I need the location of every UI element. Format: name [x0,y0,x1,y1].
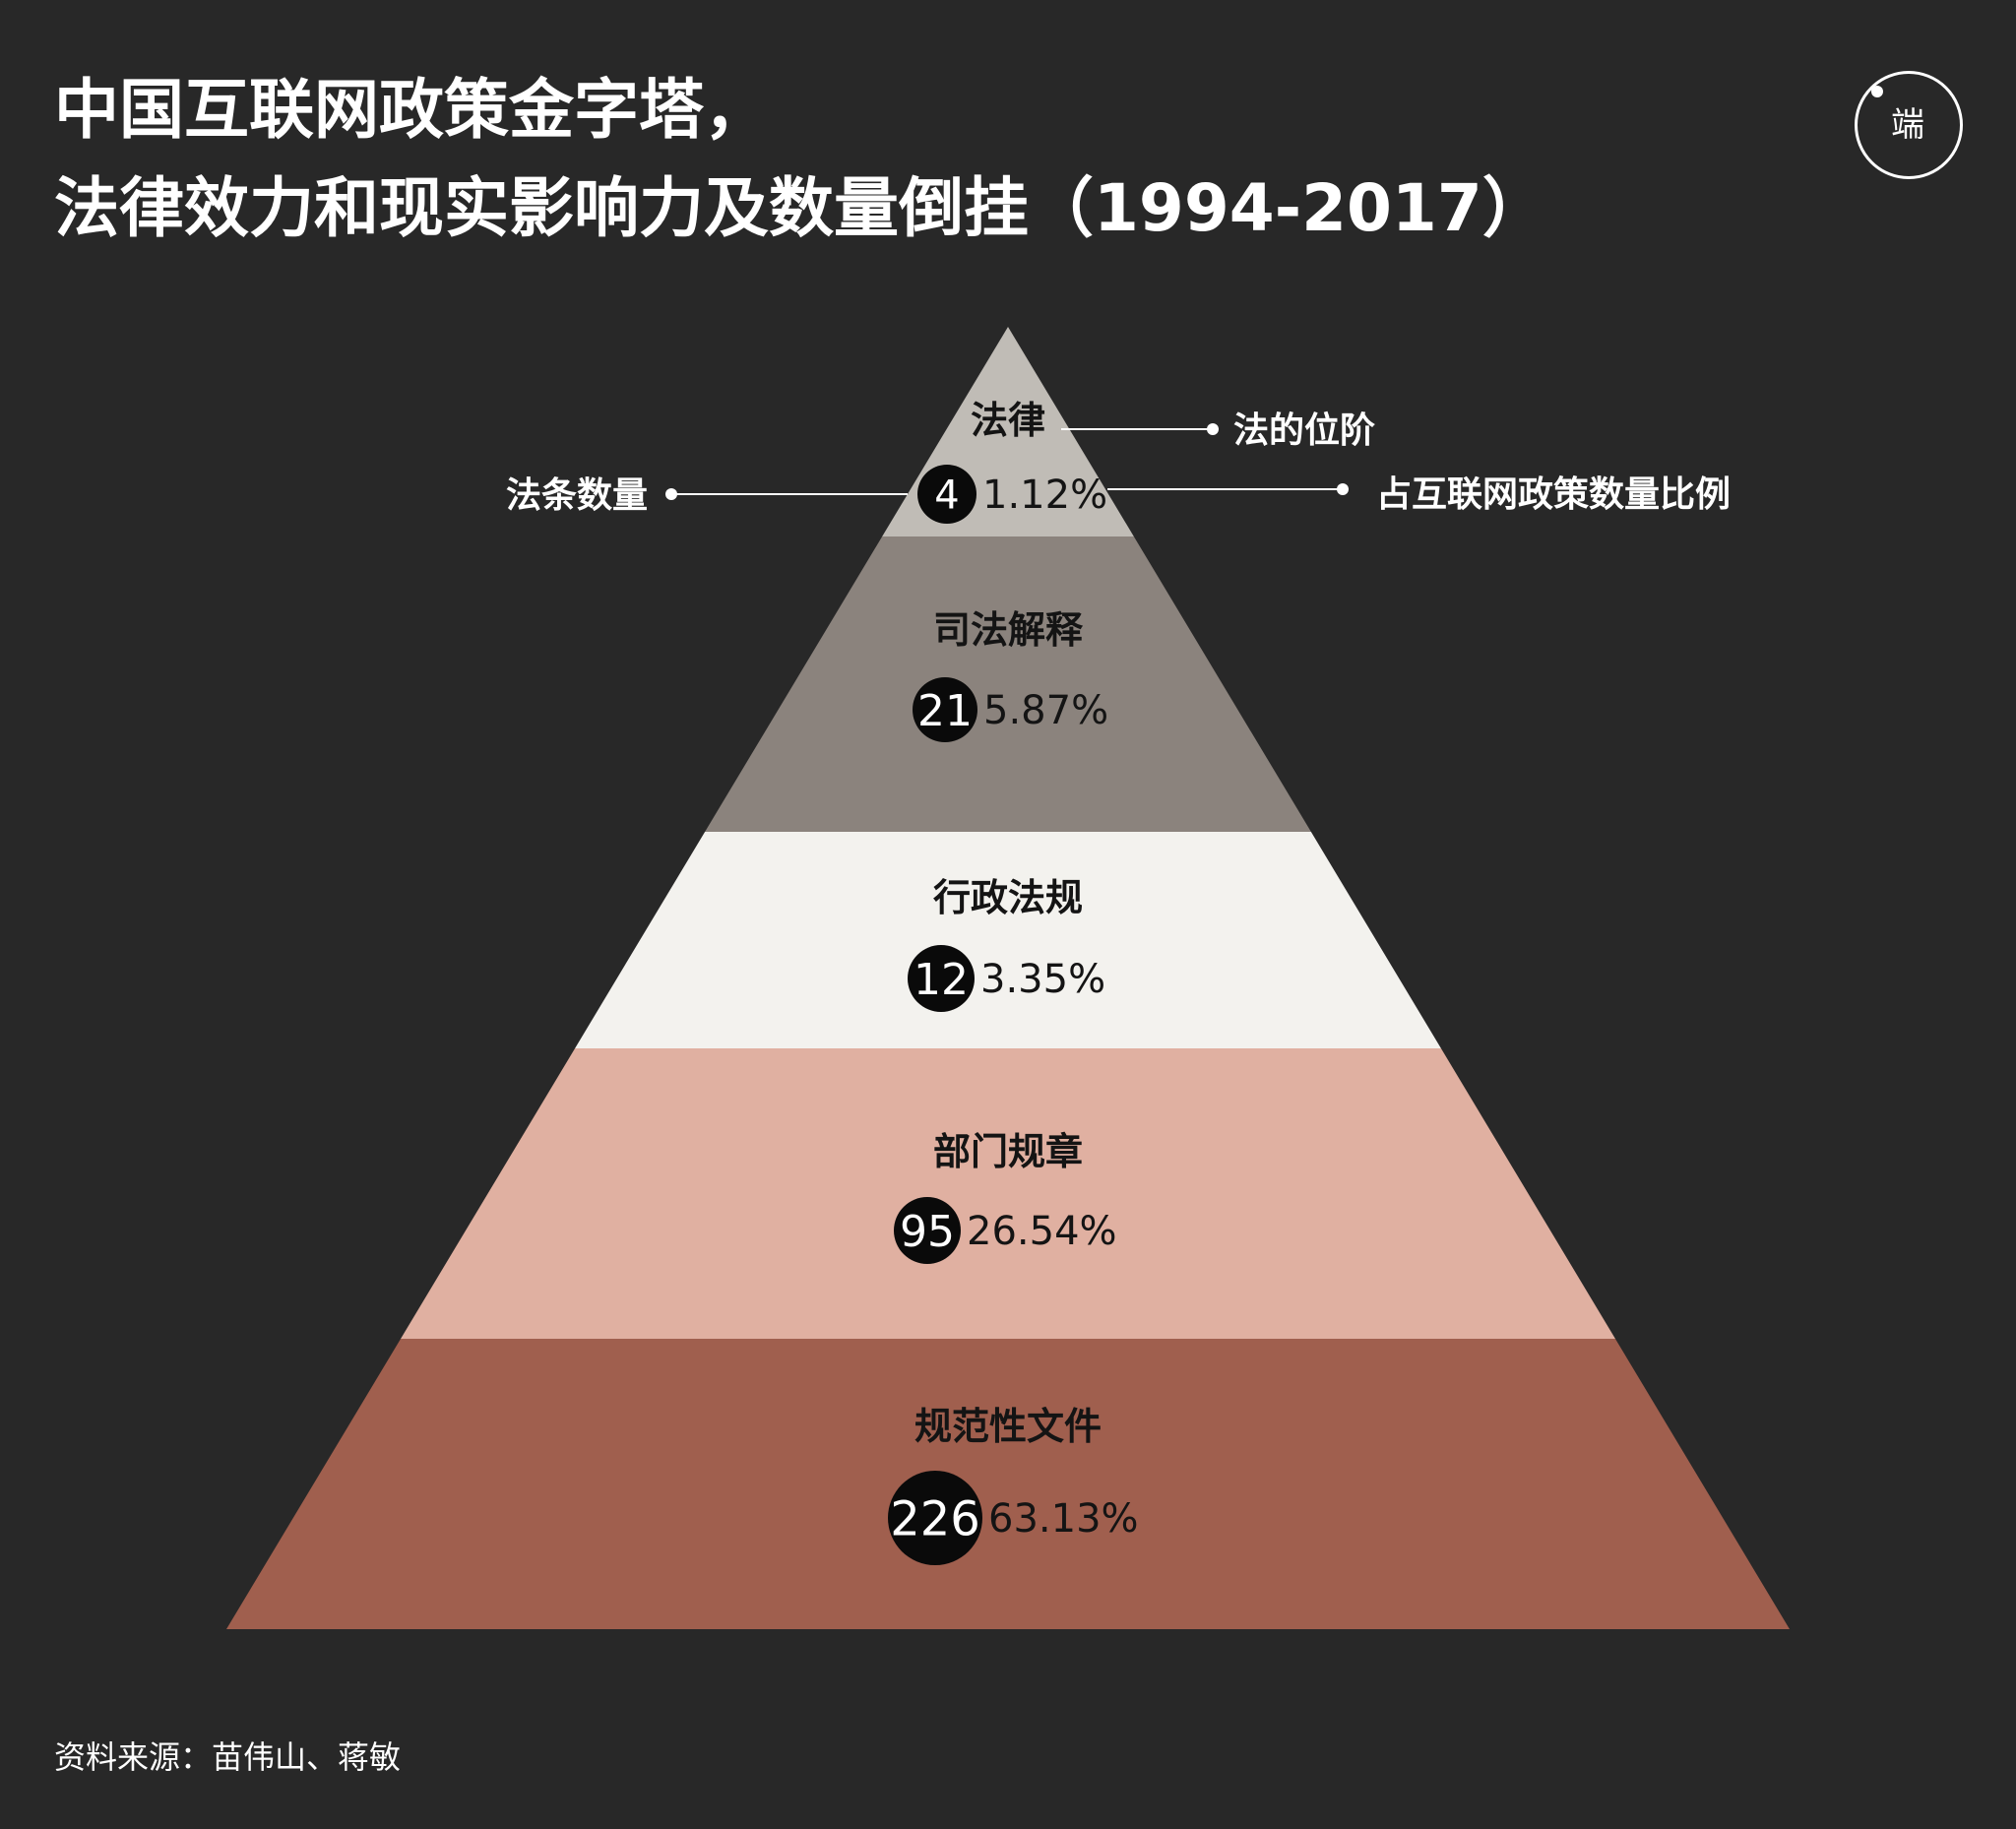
legend-count-label: 法条数量 [506,475,648,516]
title-line-1: 中国互联网政策金字塔， [54,72,769,148]
callout-rank-dot [1207,423,1219,435]
tier-name-4: 部门规章 [933,1130,1083,1173]
page-title: 中国互联网政策金字塔， 法律效力和现实影响力及数量倒挂（1994-2017） [54,61,1547,258]
callout-count: 法条数量 [506,475,908,516]
pyramid-labels: 法律 4 1.12% 司法解释 21 5.87% 行政法规 12 3.35% 部门规章 95 26.5… [888,399,1139,1565]
pyramid-tier-5 [226,1339,1790,1629]
pyramid-tier-3 [575,832,1441,1048]
callout-ratio: 占互联网政策数量比例 [1107,474,1731,515]
brand-logo-icon: 端 [1855,71,1963,179]
pyramid-tier-4 [401,1048,1615,1339]
callout-ratio-dot [1337,483,1349,495]
pyramid-tier-2 [705,536,1311,832]
legend-rank-label: 法的位阶 [1233,410,1375,451]
tier-percent-4: 26.54% [967,1209,1117,1254]
logo-dot [1871,86,1883,97]
tier-count-5: 226 [890,1491,980,1546]
tier-name-5: 规范性文件 [914,1405,1102,1448]
tier-count-1: 4 [934,473,959,518]
tier-count-badge-3 [908,945,975,1012]
source-note: 资料来源：苗伟山、蒋敏 [54,1738,402,1776]
callout-count-dot [665,488,677,500]
tier-name-1: 法律 [971,399,1045,442]
tier-count-3: 12 [914,955,969,1005]
tier-count-badge-4 [894,1197,961,1264]
title-line-2: 法律效力和现实影响力及数量倒挂（1994-2017） [54,170,1547,246]
tier-count-badge-1 [917,465,976,524]
legend-ratio-label: 占互联网政策数量比例 [1376,474,1731,515]
tier-count-badge-2 [913,677,977,742]
tier-percent-2: 5.87% [983,688,1108,733]
callout-rank: 法的位阶 [1061,410,1375,451]
tier-count-4: 95 [900,1207,955,1257]
tier-percent-1: 1.12% [982,473,1107,518]
logo-glyph: 端 [1891,105,1926,145]
tier-name-3: 行政法规 [933,876,1083,919]
tier-count-badge-5 [888,1471,982,1565]
tier-percent-5: 63.13% [988,1496,1139,1542]
tier-count-2: 21 [917,686,973,736]
tier-name-2: 司法解释 [933,608,1084,652]
tier-percent-3: 3.35% [980,957,1105,1002]
